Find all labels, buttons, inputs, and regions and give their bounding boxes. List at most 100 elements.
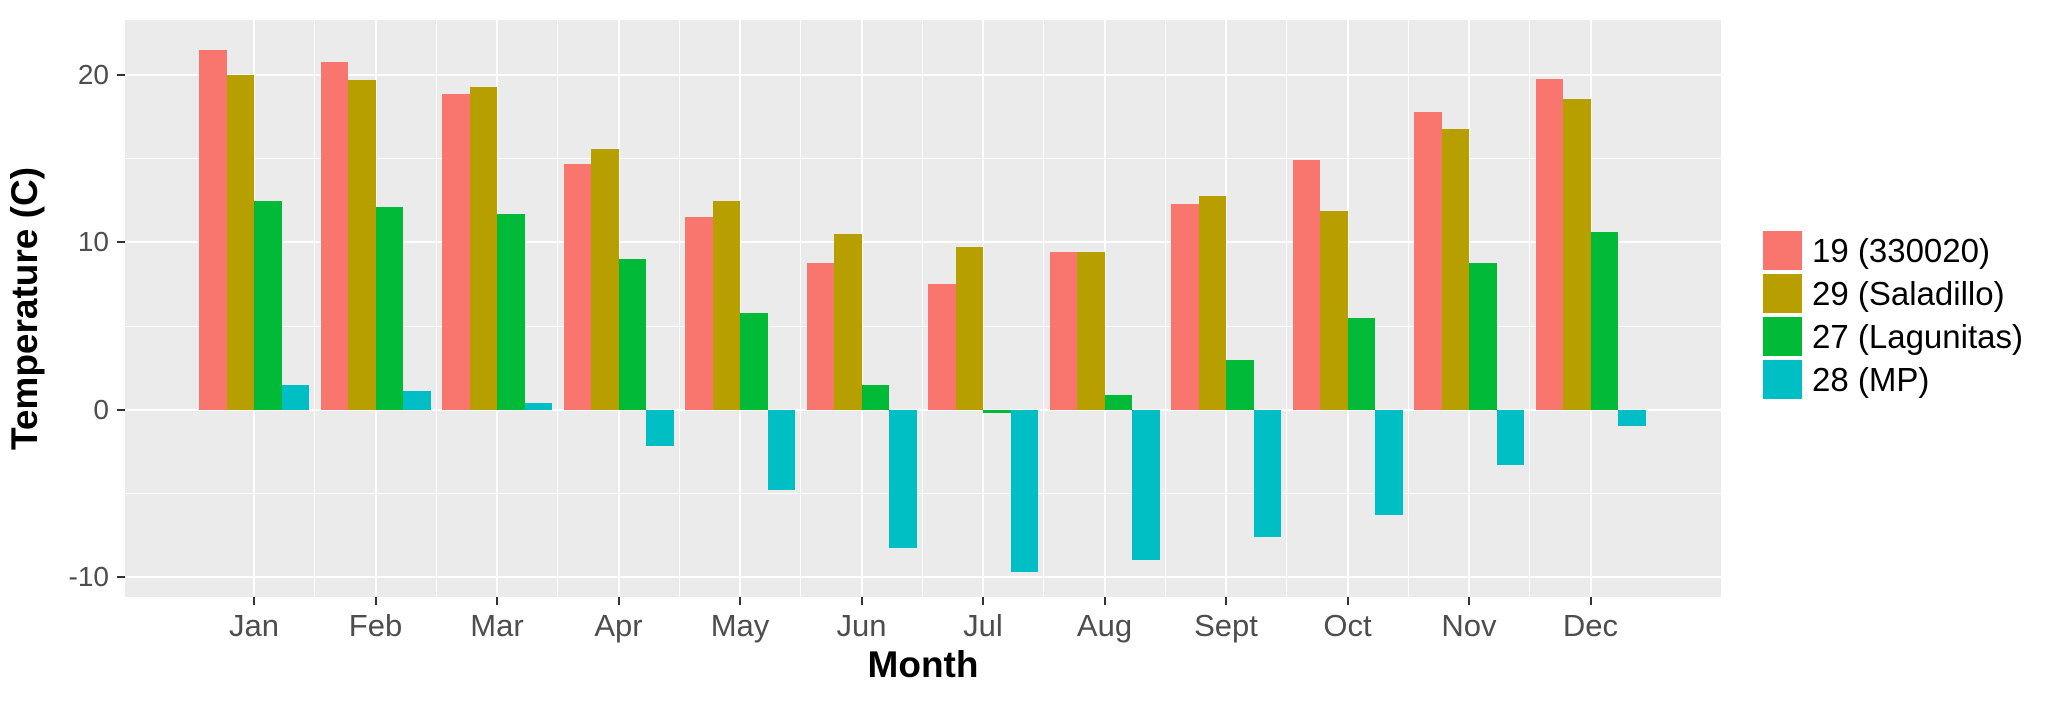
- gridline-minor-vertical: [435, 20, 437, 597]
- bar-aug-series3: [1104, 394, 1132, 410]
- x-axis-tick: [739, 597, 741, 605]
- bar-feb-series1: [320, 61, 348, 410]
- x-axis-tick: [496, 597, 498, 605]
- gridline-minor-vertical: [678, 20, 680, 597]
- bar-apr-series2: [591, 148, 619, 410]
- gridline-major-horizontal: [125, 408, 1721, 411]
- gridline-minor-vertical: [921, 20, 923, 597]
- legend-label: 29 (Saladillo): [1812, 274, 2005, 312]
- legend-item: 28 (MP): [1763, 360, 2023, 399]
- gridline-major-horizontal: [125, 575, 1721, 578]
- legend-item: 29 (Saladillo): [1763, 274, 2023, 313]
- bar-oct-series1: [1292, 160, 1320, 410]
- gridline-minor-vertical: [1164, 20, 1166, 597]
- x-axis-tick: [617, 597, 620, 605]
- bar-apr-series4: [646, 409, 674, 447]
- bar-aug-series2: [1077, 252, 1105, 410]
- x-tick-label: Jul: [963, 608, 1003, 643]
- bar-jun-series4: [889, 409, 917, 549]
- x-tick-label: Jan: [229, 608, 279, 643]
- x-tick-label: Feb: [348, 608, 403, 643]
- gridline-minor-horizontal: [125, 492, 1721, 494]
- bar-jul-series2: [955, 247, 983, 410]
- bar-jul-series4: [1010, 409, 1038, 572]
- bar-nov-series2: [1441, 128, 1469, 410]
- x-tick-label: Jun: [836, 608, 887, 643]
- bar-sept-series3: [1226, 359, 1254, 410]
- bar-sept-series2: [1198, 195, 1226, 410]
- x-axis-tick: [1589, 597, 1592, 605]
- bar-jun-series3: [861, 384, 889, 410]
- gridline-major-vertical: [1225, 20, 1227, 597]
- bar-mar-series4: [524, 402, 552, 410]
- y-axis-tick: [117, 74, 125, 77]
- gridline-major-vertical: [860, 20, 863, 597]
- bar-sept-series4: [1253, 409, 1281, 537]
- bar-jun-series1: [806, 262, 834, 410]
- bar-nov-series1: [1414, 111, 1442, 410]
- x-axis-tick: [1346, 597, 1349, 605]
- bar-apr-series1: [563, 163, 591, 410]
- gridline-major-horizontal: [125, 241, 1721, 244]
- gridline-major-vertical: [739, 20, 741, 597]
- bar-feb-series4: [403, 391, 431, 410]
- bar-jul-series3: [983, 409, 1011, 414]
- gridline-minor-vertical: [1043, 20, 1045, 597]
- x-axis-title: Month: [867, 644, 979, 685]
- bar-may-series3: [740, 312, 768, 410]
- bar-nov-series3: [1469, 262, 1497, 410]
- bar-mar-series1: [442, 93, 470, 410]
- bar-nov-series4: [1496, 409, 1524, 465]
- bar-feb-series2: [348, 80, 376, 410]
- y-axis-title: Temperature (C): [4, 166, 45, 451]
- legend: 19 (330020) 29 (Saladillo) 27 (Lagunitas) 2…: [1763, 231, 2023, 403]
- gridline-minor-vertical: [557, 20, 559, 597]
- bar-jan-series4: [281, 384, 309, 410]
- gridline-minor-vertical: [314, 20, 316, 597]
- y-axis-tick: [117, 241, 125, 244]
- y-tick-label: 0: [93, 393, 109, 425]
- legend-swatch-2: [1763, 274, 1802, 313]
- bar-apr-series3: [618, 259, 646, 410]
- legend-item: 27 (Lagunitas): [1763, 317, 2023, 356]
- bar-jun-series2: [834, 234, 862, 410]
- legend-item: 19 (330020): [1763, 231, 2023, 270]
- bar-dec-series3: [1590, 232, 1618, 410]
- x-tick-label: Nov: [1441, 608, 1497, 643]
- y-axis-tick: [117, 575, 125, 578]
- bar-may-series4: [767, 409, 795, 490]
- x-axis-tick: [1468, 597, 1470, 605]
- gridline-major-vertical: [982, 20, 984, 597]
- x-axis-tick: [1103, 597, 1106, 605]
- bar-jul-series1: [928, 284, 956, 410]
- bar-jan-series2: [226, 75, 254, 410]
- bar-may-series2: [712, 200, 740, 410]
- bar-sept-series1: [1171, 203, 1199, 410]
- y-tick-label: -10: [68, 560, 109, 592]
- bar-mar-series3: [497, 214, 525, 410]
- legend-label: 28 (MP): [1812, 360, 1930, 398]
- gridline-major-horizontal: [125, 74, 1721, 77]
- gridline-major-vertical: [1103, 20, 1106, 597]
- legend-label: 27 (Lagunitas): [1812, 317, 2023, 355]
- bar-oct-series4: [1375, 409, 1403, 516]
- bar-dec-series4: [1618, 409, 1646, 427]
- bar-jan-series3: [254, 200, 282, 410]
- bar-aug-series1: [1049, 252, 1077, 410]
- bar-oct-series2: [1320, 210, 1348, 410]
- legend-swatch-1: [1763, 231, 1802, 270]
- bar-may-series1: [685, 217, 713, 410]
- bar-jan-series1: [199, 50, 227, 410]
- x-tick-label: Sept: [1194, 608, 1258, 643]
- x-tick-label: Apr: [594, 608, 643, 643]
- y-axis-tick: [117, 408, 125, 411]
- x-axis-tick: [860, 597, 863, 605]
- x-axis-tick: [982, 597, 984, 605]
- bar-mar-series2: [469, 86, 497, 410]
- gridline-minor-horizontal: [125, 158, 1721, 160]
- gridline-minor-horizontal: [125, 325, 1721, 327]
- bar-dec-series1: [1535, 78, 1563, 410]
- bar-dec-series2: [1563, 98, 1591, 410]
- legend-label: 19 (330020): [1812, 231, 1990, 269]
